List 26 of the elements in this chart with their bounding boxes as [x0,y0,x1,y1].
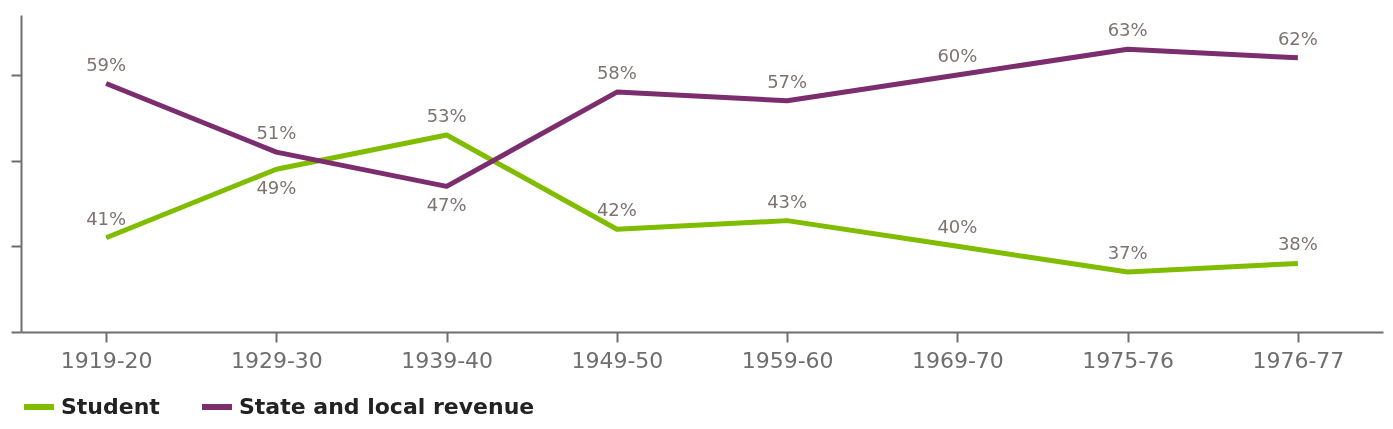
legend-label: Student [61,394,161,419]
x-tick-label: 1969-70 [911,347,1004,373]
data-label: 49% [256,177,297,199]
data-label: 57% [767,70,808,92]
x-tick-label: 1975-76 [1082,347,1175,373]
data-label: 60% [937,44,978,66]
x-tick-label: 1939-40 [401,347,494,373]
data-label: 47% [426,194,467,216]
data-label: 62% [1277,27,1318,49]
x-tick-label: 1976-77 [1252,347,1345,373]
x-tick-label: 1959-60 [741,347,834,373]
data-label: 38% [1277,233,1318,255]
data-label: 40% [937,216,978,238]
data-label: 41% [86,207,127,229]
data-label: 53% [426,104,467,126]
data-label: 58% [596,62,637,84]
data-label: 51% [256,122,297,144]
x-tick-label: 1919-20 [60,347,153,373]
data-label: 43% [767,190,808,212]
data-label: 37% [1107,242,1148,264]
x-tick-label: 1929-30 [230,347,323,373]
data-label: 59% [86,53,127,75]
legend-label: State and local revenue [239,394,535,419]
data-label: 63% [1107,19,1148,41]
data-label: 42% [596,199,637,221]
x-tick-label: 1949-50 [571,347,664,373]
